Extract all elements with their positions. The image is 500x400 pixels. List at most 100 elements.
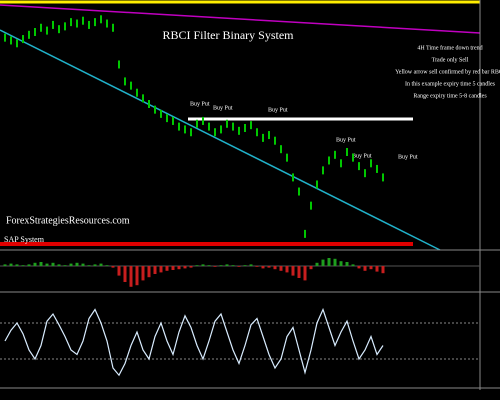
hist-bar <box>9 263 13 266</box>
candle <box>382 173 384 182</box>
hist-bar <box>363 266 367 271</box>
chart-title: RBCI Filter Binary System <box>162 28 294 42</box>
hist-bar <box>51 262 55 266</box>
signal-label: Buy Put <box>398 154 418 160</box>
hist-bar <box>357 266 361 269</box>
hist-bar <box>111 266 115 268</box>
candle <box>10 36 12 45</box>
hist-bar <box>165 266 169 271</box>
candle <box>100 15 102 24</box>
candle <box>190 128 192 137</box>
hist-bar <box>87 265 91 266</box>
hist-bar <box>189 266 193 268</box>
oscillator-line <box>4 307 384 377</box>
hist-bar <box>267 266 271 268</box>
hist-bar <box>213 266 217 267</box>
hist-bar <box>45 263 49 266</box>
hist-bar <box>273 266 277 270</box>
hist-bar <box>207 265 211 266</box>
candle <box>376 164 378 173</box>
hist-bar <box>303 266 307 281</box>
hist-bar <box>105 265 109 266</box>
candle <box>370 159 372 168</box>
hist-bar <box>381 266 385 274</box>
candle <box>118 60 120 69</box>
signal-label: Buy Put <box>352 153 372 159</box>
hist-bar <box>171 266 175 270</box>
candle <box>310 201 312 210</box>
hist-bar <box>351 264 355 266</box>
hist-bar <box>195 265 199 266</box>
candle <box>262 133 264 142</box>
candle <box>154 105 156 114</box>
signal-label: Buy Put <box>213 105 233 111</box>
hist-bar <box>75 262 79 266</box>
candle <box>112 23 114 32</box>
candle <box>142 94 144 103</box>
hist-bar <box>123 266 127 282</box>
hist-bar <box>309 266 313 270</box>
hist-bar <box>315 262 319 266</box>
hist-bar <box>237 266 241 267</box>
candle <box>346 148 348 156</box>
candle <box>274 136 276 145</box>
hist-bar <box>99 263 103 266</box>
hist-bar <box>327 258 331 266</box>
candle <box>220 125 222 134</box>
trend-line <box>0 4 481 34</box>
candle <box>268 131 270 140</box>
hist-bar <box>261 266 265 269</box>
hist-bar <box>219 265 223 266</box>
candle <box>58 25 60 34</box>
hist-bar <box>57 264 61 266</box>
candle <box>52 20 54 29</box>
candle <box>328 156 330 165</box>
hist-bar <box>345 262 349 266</box>
hist-bar <box>63 265 67 266</box>
candle <box>304 229 306 238</box>
candle <box>178 122 180 131</box>
hist-bar <box>339 261 343 266</box>
note: In this example expiry time 5 candles <box>405 81 496 87</box>
hist-bar <box>369 266 373 270</box>
candle <box>172 116 174 125</box>
candle <box>64 22 66 31</box>
watermark: ForexStrategiesResources.com <box>6 215 130 226</box>
candle <box>364 169 366 178</box>
hist-bar <box>183 266 187 269</box>
hist-bar <box>333 258 337 266</box>
note: Trade only Sell <box>432 57 469 63</box>
candle <box>16 39 18 48</box>
hist-bar <box>33 262 37 266</box>
candle <box>70 18 72 27</box>
hist-bar <box>81 263 85 266</box>
candle <box>214 128 216 137</box>
hist-bar <box>231 265 235 266</box>
candle <box>256 128 258 137</box>
candle <box>232 122 234 131</box>
candle <box>124 77 126 86</box>
candle <box>148 100 150 108</box>
candle <box>94 18 96 27</box>
candle <box>130 81 132 90</box>
hist-bar <box>291 266 295 276</box>
candle <box>46 26 48 35</box>
candle <box>226 119 228 128</box>
candle <box>184 125 186 134</box>
candle <box>22 35 24 44</box>
candle <box>316 180 318 189</box>
hist-bar <box>27 264 31 266</box>
candle <box>28 30 30 39</box>
hist-bar <box>279 266 283 271</box>
candle <box>166 114 168 123</box>
hist-bar <box>225 264 229 266</box>
note: 4H Time frame down trend <box>417 44 482 51</box>
candle <box>358 162 360 171</box>
note: Yellow arrow sell confirmed by red bar R… <box>395 68 500 75</box>
hist-bar <box>93 264 97 266</box>
candle <box>202 116 204 125</box>
signal-label: Buy Put <box>268 107 288 113</box>
hist-bar <box>249 264 253 266</box>
